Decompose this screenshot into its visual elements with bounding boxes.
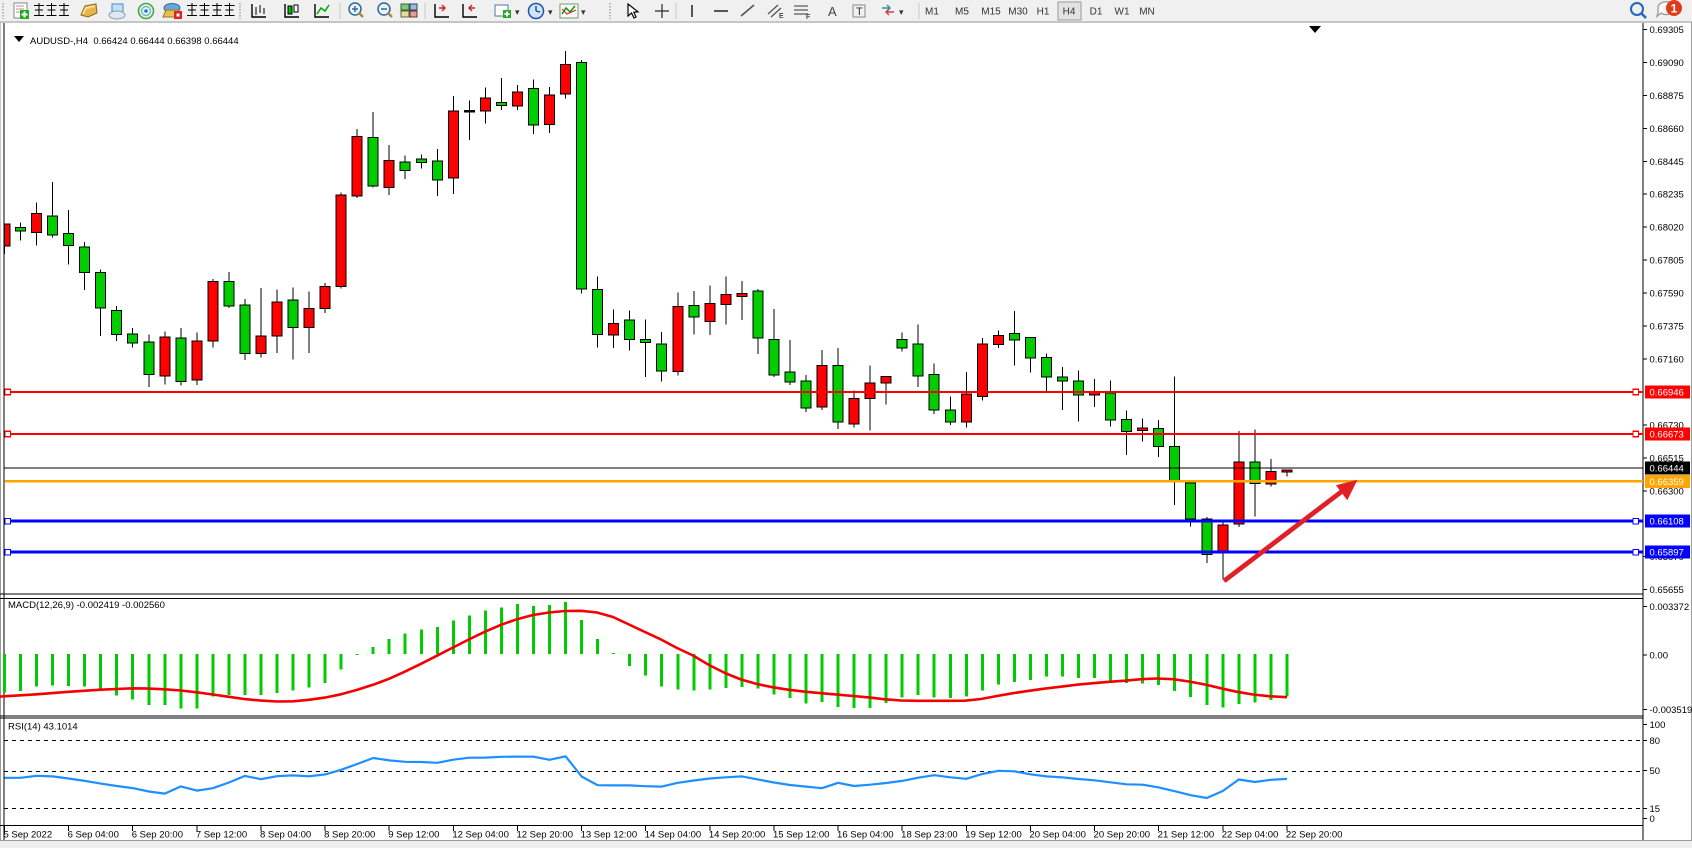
svg-text:13 Sep 12:00: 13 Sep 12:00 [581, 830, 638, 841]
svg-text:12 Sep 04:00: 12 Sep 04:00 [452, 830, 509, 841]
svg-text:▾: ▾ [899, 7, 904, 17]
svg-text:M30: M30 [1008, 7, 1028, 18]
svg-text:0.66444: 0.66444 [1650, 464, 1684, 475]
svg-text:22 Sep 20:00: 22 Sep 20:00 [1286, 830, 1343, 841]
svg-text:A: A [828, 4, 837, 19]
svg-text:0.65655: 0.65655 [1650, 585, 1684, 596]
svg-text:16 Sep 04:00: 16 Sep 04:00 [837, 830, 894, 841]
svg-text:RSI(14) 43.1014: RSI(14) 43.1014 [8, 722, 78, 733]
svg-text:8 Sep 20:00: 8 Sep 20:00 [324, 830, 375, 841]
svg-text:20 Sep 20:00: 20 Sep 20:00 [1094, 830, 1151, 841]
svg-text:D1: D1 [1090, 7, 1103, 18]
svg-text:0.66108: 0.66108 [1650, 517, 1684, 528]
svg-text:0.67805: 0.67805 [1650, 255, 1684, 266]
svg-text:22 Sep 04:00: 22 Sep 04:00 [1222, 830, 1279, 841]
svg-text:M1: M1 [925, 7, 939, 18]
svg-text:E: E [779, 13, 784, 20]
svg-text:15: 15 [1650, 804, 1661, 815]
svg-text:F: F [806, 14, 810, 21]
svg-text:8 Sep 04:00: 8 Sep 04:00 [260, 830, 311, 841]
svg-text:M5: M5 [955, 7, 969, 18]
svg-text:0.67160: 0.67160 [1650, 354, 1684, 365]
svg-text:-0.003519: -0.003519 [1650, 705, 1692, 716]
svg-text:M15: M15 [981, 7, 1001, 18]
svg-text:▾: ▾ [515, 7, 520, 17]
svg-text:9 Sep 12:00: 9 Sep 12:00 [388, 830, 439, 841]
svg-text:14 Sep 04:00: 14 Sep 04:00 [645, 830, 702, 841]
svg-text:0.65897: 0.65897 [1650, 548, 1684, 559]
svg-text:0.66946: 0.66946 [1650, 387, 1684, 398]
svg-text:0.00: 0.00 [1650, 650, 1669, 661]
svg-text:0.68020: 0.68020 [1650, 222, 1684, 233]
svg-text:0.66300: 0.66300 [1650, 486, 1684, 497]
svg-text:20 Sep 04:00: 20 Sep 04:00 [1029, 830, 1086, 841]
svg-text:W1: W1 [1115, 7, 1130, 18]
svg-text:▾: ▾ [548, 7, 553, 17]
svg-text:12 Sep 20:00: 12 Sep 20:00 [516, 830, 573, 841]
svg-text:18 Sep 23:00: 18 Sep 23:00 [901, 830, 958, 841]
svg-text:▾: ▾ [581, 7, 586, 17]
svg-text:0.67590: 0.67590 [1650, 288, 1684, 299]
svg-text:0.67375: 0.67375 [1650, 321, 1684, 332]
svg-text:21 Sep 12:00: 21 Sep 12:00 [1158, 830, 1215, 841]
svg-text:0.68875: 0.68875 [1650, 91, 1684, 102]
svg-text:6 Sep 04:00: 6 Sep 04:00 [68, 830, 119, 841]
svg-text:7 Sep 12:00: 7 Sep 12:00 [196, 830, 247, 841]
svg-text:0.66730: 0.66730 [1650, 420, 1684, 431]
svg-text:0.66359: 0.66359 [1650, 477, 1684, 488]
svg-text:1: 1 [1671, 2, 1678, 16]
svg-text:0.68235: 0.68235 [1650, 189, 1684, 200]
svg-text:H4: H4 [1063, 7, 1076, 18]
svg-text:80: 80 [1650, 736, 1661, 747]
svg-text:6 Sep 20:00: 6 Sep 20:00 [132, 830, 183, 841]
svg-text:0.66673: 0.66673 [1650, 429, 1684, 440]
svg-text:50: 50 [1650, 766, 1661, 777]
svg-text:AUDUSD-,H4 0.66424 0.66444 0.: AUDUSD-,H4 0.66424 0.66444 0.66398 0.664… [30, 36, 239, 47]
svg-text:0.68445: 0.68445 [1650, 157, 1684, 168]
svg-text:0.69090: 0.69090 [1650, 58, 1684, 69]
svg-text:100: 100 [1650, 720, 1666, 731]
svg-text:0.003372: 0.003372 [1650, 602, 1690, 613]
svg-text:0.69305: 0.69305 [1650, 25, 1684, 36]
svg-text:0: 0 [1650, 814, 1655, 825]
svg-text:0.66515: 0.66515 [1650, 453, 1684, 464]
svg-text:H1: H1 [1037, 7, 1050, 18]
svg-text:15 Sep 12:00: 15 Sep 12:00 [773, 830, 830, 841]
svg-text:5 Sep 2022: 5 Sep 2022 [4, 830, 53, 841]
svg-text:0.68660: 0.68660 [1650, 124, 1684, 135]
svg-text:MACD(12,26,9) -0.002419 -0.002: MACD(12,26,9) -0.002419 -0.002560 [8, 600, 165, 611]
svg-text:MN: MN [1139, 7, 1155, 18]
svg-text:T: T [856, 6, 863, 18]
svg-text:19 Sep 12:00: 19 Sep 12:00 [965, 830, 1022, 841]
svg-text:14 Sep 20:00: 14 Sep 20:00 [709, 830, 766, 841]
